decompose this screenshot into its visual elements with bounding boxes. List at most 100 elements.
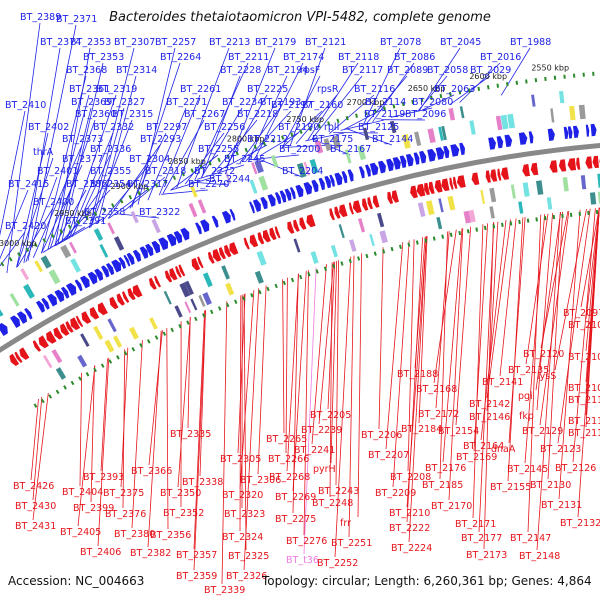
- outer-feature-band: [107, 222, 115, 235]
- inner-feature-band: [438, 198, 444, 213]
- gene-connector-top: [6, 22, 41, 274]
- gene-label-bottom: BT_2431: [15, 521, 56, 532]
- outer-feature-band: [190, 185, 198, 198]
- gene-connector-bottom: [97, 357, 110, 547]
- gene-label-bottom: dnaA: [491, 444, 516, 455]
- gene-label-top: BT_2386: [66, 179, 107, 190]
- gene-label-bottom: BT_2265: [266, 434, 307, 445]
- gene-connector-bottom: [527, 214, 542, 533]
- forward-gene-arrow: [80, 275, 90, 289]
- gene-connector-top: [259, 132, 299, 157]
- outer-feature-band: [130, 211, 139, 224]
- gene-label-top: BT_2212: [247, 134, 288, 145]
- outer-scale-tick: [327, 121, 331, 126]
- reverse-gene-arrow: [60, 323, 70, 336]
- forward-gene-arrow: [369, 162, 379, 176]
- inner-scale-tick: [323, 266, 327, 271]
- gene-label-top: BT_2089: [387, 65, 428, 76]
- forward-gene-arrow: [16, 311, 27, 324]
- outer-scale-tick: [458, 90, 462, 95]
- outer-feature-band: [448, 107, 456, 121]
- outer-feature-band: [469, 120, 476, 135]
- forward-gene-arrow: [365, 164, 371, 177]
- reverse-gene-arrow: [497, 168, 502, 181]
- gene-connector-bottom: [577, 207, 600, 518]
- gene-connector-bottom: [486, 219, 511, 399]
- inner-feature-band: [425, 200, 435, 216]
- reverse-gene-arrow: [243, 237, 250, 250]
- outer-scale-tick: [235, 151, 239, 156]
- gene-label-bottom: BT_2171: [455, 519, 496, 530]
- reverse-gene-arrow: [132, 284, 143, 298]
- inner-feature-band: [107, 318, 117, 333]
- inner-feature-band: [51, 349, 63, 364]
- outer-feature-band: [427, 128, 436, 144]
- outer-feature-band: [70, 258, 81, 273]
- gene-label-top: BT_2244: [209, 174, 250, 185]
- gene-label-top: BT_2256: [204, 122, 245, 133]
- gene-connector-top: [61, 62, 104, 243]
- gene-label-bottom: BT_2169: [456, 452, 497, 463]
- gene-label-top: BT_2119: [364, 109, 405, 120]
- gene-label-bottom: BT_2185: [422, 480, 463, 491]
- gene-label-bottom: BT_2426: [13, 481, 54, 492]
- inner-scale-tick: [116, 355, 120, 360]
- reverse-gene-arrow: [109, 296, 119, 310]
- inner-feature-band: [310, 251, 319, 264]
- gene-connector-top: [213, 119, 258, 173]
- inner-scale-tick: [242, 296, 246, 301]
- inner-feature-band: [113, 335, 123, 348]
- gene-label-bottom: BT_2399: [73, 503, 114, 514]
- reverse-gene-arrow: [373, 195, 380, 208]
- gene-connector-top: [0, 231, 26, 267]
- reverse-gene-arrow: [224, 244, 232, 258]
- outer-scale-tick: [364, 111, 368, 116]
- gene-label-bottom: pgi: [518, 391, 533, 402]
- inner-feature-band: [597, 173, 600, 188]
- inner-scale-tick: [282, 280, 286, 286]
- inner-scale-tick: [194, 316, 198, 322]
- gene-connector-bottom: [292, 270, 307, 492]
- gene-connector-top: [0, 189, 29, 260]
- gene-label-top: BT_2401: [37, 166, 78, 177]
- gene-connector-top: [289, 47, 326, 146]
- inner-feature-band: [536, 180, 544, 195]
- gene-label-bottom: BT_2141: [482, 377, 523, 388]
- gene-label-top: BT_2358: [84, 207, 125, 218]
- inner-feature-band: [221, 265, 230, 280]
- outer-feature-band: [0, 309, 4, 317]
- gene-connector-top: [170, 176, 215, 191]
- inner-scale-tick: [266, 286, 270, 292]
- inner-feature-band: [42, 354, 53, 369]
- inner-scale-tick: [108, 359, 113, 364]
- gene-connector-top: [17, 207, 54, 268]
- gene-label-bottom: BT_2251: [331, 538, 372, 549]
- gene-connector-bottom: [90, 365, 95, 503]
- gene-label-bottom: BT_2208: [390, 472, 431, 483]
- gene-connector-bottom: [572, 208, 596, 463]
- gene-label-bottom: BT_2366: [131, 466, 172, 477]
- reverse-gene-arrow: [287, 221, 295, 234]
- forward-gene-arrow: [341, 171, 348, 184]
- reverse-gene-arrow: [14, 351, 23, 363]
- gene-label-top: BT_2175: [312, 134, 353, 145]
- reverse-gene-arrow: [453, 176, 458, 189]
- inner-feature-band: [589, 192, 597, 205]
- forward-gene-arrow: [54, 289, 65, 303]
- gene-connector-top: [108, 189, 148, 219]
- outer-scale-tick: [290, 132, 294, 137]
- outer-feature-band: [550, 108, 555, 123]
- outer-scale-tick: [111, 203, 115, 208]
- gene-label-top: rpsF: [300, 65, 320, 76]
- outer-feature-band: [309, 159, 319, 174]
- inner-feature-band: [597, 191, 600, 204]
- inner-feature-band: [358, 218, 366, 233]
- gene-label-top: BT_2400: [33, 197, 74, 208]
- gene-label-bottom: BT_2168: [416, 384, 457, 395]
- gene-label-top: BT_2267: [184, 109, 225, 120]
- outer-feature-band: [23, 283, 35, 299]
- forward-gene-arrow: [405, 153, 414, 167]
- gene-label-top: BT_2118: [338, 52, 379, 63]
- gene-label-top: BT_2272: [194, 166, 235, 177]
- inner-feature-band: [55, 367, 67, 380]
